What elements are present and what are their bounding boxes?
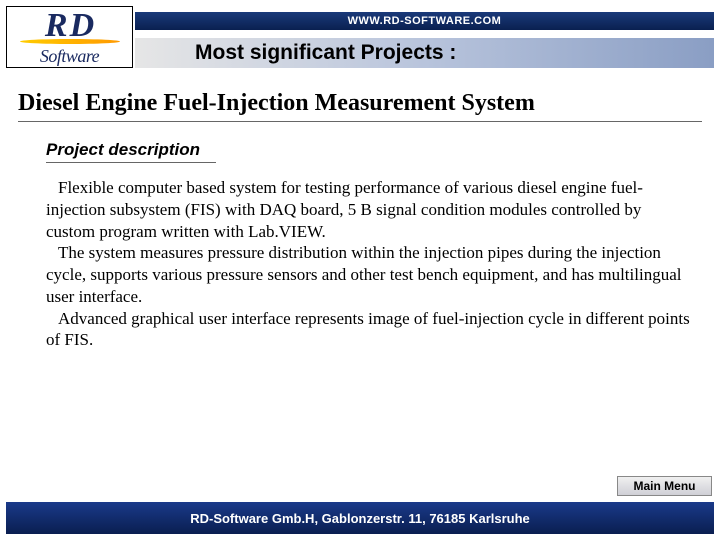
content-area: Diesel Engine Fuel-Injection Measurement… [18, 90, 702, 351]
main-menu-button[interactable]: Main Menu [617, 476, 712, 496]
subtitle-text: Most significant Projects : [195, 41, 456, 65]
footer-text: RD-Software Gmb.H, Gablonzerstr. 11, 761… [190, 511, 530, 526]
section-header: Project description [46, 140, 216, 163]
paragraph-3: Advanced graphical user interface repres… [46, 308, 692, 352]
body-text: Flexible computer based system for testi… [46, 177, 692, 351]
header-url: WWW.RD-SOFTWARE.COM [348, 15, 502, 27]
logo-swoosh-icon [20, 39, 120, 44]
paragraph-1: Flexible computer based system for testi… [46, 177, 692, 242]
main-menu-label: Main Menu [634, 479, 696, 493]
header-url-bar: WWW.RD-SOFTWARE.COM [135, 12, 714, 30]
paragraph-2: The system measures pressure distributio… [46, 242, 692, 307]
subtitle-bar: Most significant Projects : [135, 38, 714, 68]
logo: R D Software [6, 6, 133, 68]
project-title: Diesel Engine Fuel-Injection Measurement… [18, 90, 702, 122]
logo-word: Software [40, 46, 99, 67]
footer-bar: RD-Software Gmb.H, Gablonzerstr. 11, 761… [6, 502, 714, 534]
